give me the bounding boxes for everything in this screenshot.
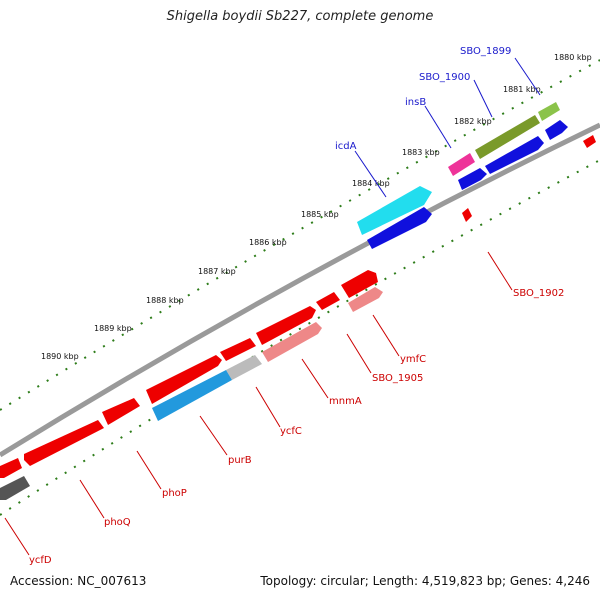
gene-icdA-feature[interactable] — [357, 186, 432, 235]
gene-mnmA-feature[interactable] — [256, 306, 316, 345]
kbp-label: 1889 kbp — [94, 324, 132, 333]
kbp-label: 1886 kbp — [249, 238, 287, 247]
gene-label-mnmA[interactable]: mnmA — [329, 396, 362, 407]
gene-label-ymfC[interactable]: ymfC — [400, 354, 426, 365]
gene-label-ycfC[interactable]: ycfC — [280, 426, 302, 437]
gene-purB-feature[interactable] — [152, 370, 232, 421]
reverse-features — [0, 208, 472, 500]
cds-blue-4[interactable] — [545, 120, 568, 140]
gene-ycfD-feature[interactable] — [0, 476, 30, 500]
gene-SBO_1899-feature[interactable] — [538, 102, 560, 121]
gene-label-purB[interactable]: purB — [228, 455, 252, 466]
accession-text: Accession: NC_007613 — [10, 574, 147, 588]
gene-label-ycfD[interactable]: ycfD — [29, 555, 52, 566]
kbp-label: 1883 kbp — [402, 148, 440, 157]
gene-phoP-feature[interactable] — [102, 398, 140, 425]
kbp-label: 1882 kbp — [454, 117, 492, 126]
gene-SBO_1905-feature[interactable] — [348, 287, 383, 312]
cds-red-b[interactable] — [220, 338, 256, 361]
cds-red-d[interactable] — [0, 458, 22, 478]
map-title: Shigella boydii Sb227, complete genome — [166, 9, 434, 24]
kbp-label: 1880 kbp — [554, 53, 592, 62]
kbp-label: 1887 kbp — [198, 267, 236, 276]
gene-insB-feature[interactable] — [448, 153, 475, 176]
topology-summary: Topology: circular; Length: 4,519,823 bp… — [260, 574, 590, 588]
gene-label-SBO_1905[interactable]: SBO_1905 — [372, 373, 423, 384]
gene-label-icdA[interactable]: icdA — [335, 141, 357, 152]
cds-blue-3[interactable] — [485, 136, 544, 174]
kbp-label: 1881 kbp — [503, 85, 541, 94]
kbp-label: 1890 kbp — [41, 352, 79, 361]
kbp-ruler: 1880 kbp 1881 kbp 1882 kbp 1883 kbp 1884… — [41, 53, 592, 361]
cds-blue-1[interactable] — [367, 207, 432, 249]
gene-SBO_1902-feature[interactable] — [462, 208, 472, 222]
kbp-label: 1885 kbp — [301, 210, 339, 219]
outer-tick-track — [0, 59, 600, 411]
genome-backbone — [0, 122, 600, 458]
cds-red-small[interactable] — [583, 135, 596, 148]
cds-red-a[interactable] — [316, 292, 340, 310]
gene-label-SBO_1899[interactable]: SBO_1899 — [460, 46, 511, 57]
cds-red-c[interactable] — [146, 355, 222, 404]
reverse-gene-labels: SBO_1902 ymfC SBO_1905 mnmA ycfC purB ph… — [4, 251, 564, 566]
gene-phoQ-feature[interactable] — [24, 420, 104, 466]
gene-label-phoP[interactable]: phoP — [162, 488, 187, 499]
gene-label-insB[interactable]: insB — [405, 97, 426, 108]
inner-tick-track — [0, 159, 600, 516]
cds-pink-mnmA[interactable] — [262, 322, 322, 362]
gene-ymfC-feature[interactable] — [341, 270, 378, 298]
forward-features — [357, 102, 596, 249]
kbp-label: 1888 kbp — [146, 296, 184, 305]
gene-label-SBO_1902[interactable]: SBO_1902 — [513, 288, 564, 299]
cds-blue-2[interactable] — [458, 168, 487, 190]
gene-ycfC-feature[interactable] — [226, 355, 262, 380]
forward-gene-labels: SBO_1899 SBO_1900 insB icdA — [335, 46, 541, 198]
gene-SBO_1900-feature[interactable] — [475, 115, 540, 159]
gene-label-SBO_1900[interactable]: SBO_1900 — [419, 72, 470, 83]
kbp-label: 1884 kbp — [352, 179, 390, 188]
gene-label-phoQ[interactable]: phoQ — [104, 517, 131, 528]
